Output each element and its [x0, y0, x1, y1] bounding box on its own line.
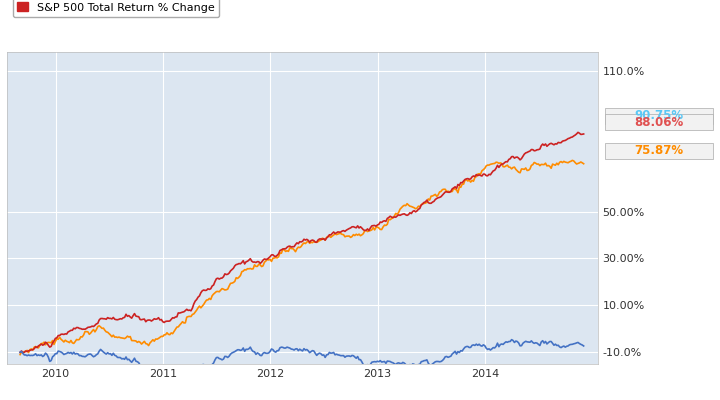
FancyBboxPatch shape [605, 114, 713, 130]
Text: 90.75%: 90.75% [634, 110, 683, 122]
FancyBboxPatch shape [605, 108, 713, 124]
Text: 75.87%: 75.87% [634, 144, 683, 157]
Text: 88.06%: 88.06% [634, 116, 683, 129]
FancyBboxPatch shape [605, 143, 713, 159]
Legend: M:VFIAX Total Return, M:AGTHX Total Return, S&P 500 Total Return % Change: M:VFIAX Total Return, M:AGTHX Total Retu… [13, 0, 220, 17]
